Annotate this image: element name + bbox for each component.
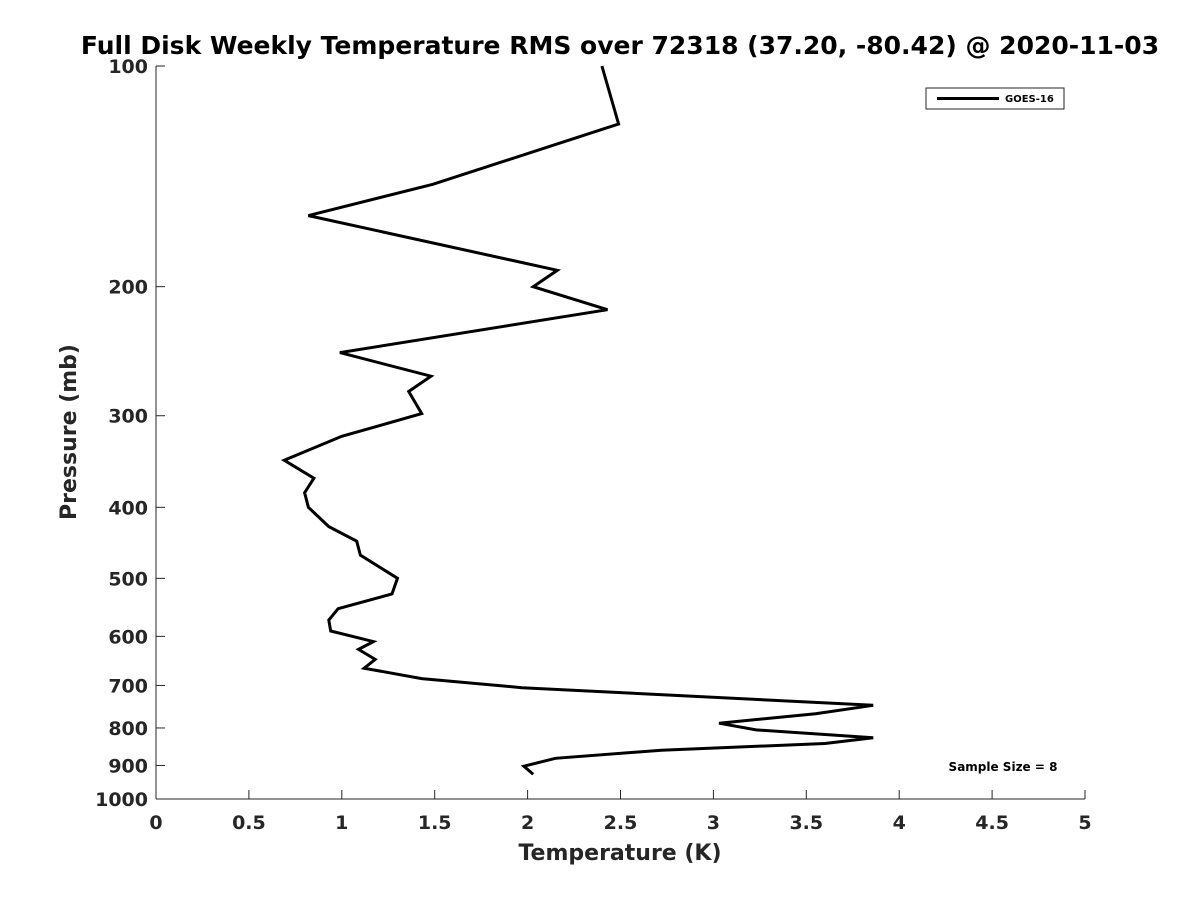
y-tick-label: 1000 (95, 789, 148, 811)
y-tick-label: 800 (108, 718, 148, 740)
x-tick-label: 4 (893, 812, 906, 834)
y-ticks: 100 200 300 400 500 600 700 800 900 1000 (95, 56, 165, 811)
x-tick-label: 1.5 (418, 812, 452, 834)
y-tick-label: 100 (108, 56, 148, 78)
legend-label: GOES-16 (1005, 94, 1054, 105)
x-axis-label: Temperature (K) (518, 841, 721, 866)
y-tick-label: 700 (108, 675, 148, 697)
chart-title: Full Disk Weekly Temperature RMS over 72… (81, 31, 1159, 60)
x-tick-label: 0.5 (232, 812, 266, 834)
series-layer (280, 65, 874, 776)
y-axis-label: Pressure (mb) (57, 344, 82, 520)
axes (155, 66, 1085, 800)
y-tick-label: 900 (108, 755, 148, 777)
y-tick-label: 600 (108, 626, 148, 648)
x-tick-label: 3 (707, 812, 720, 834)
x-tick-label: 2.5 (604, 812, 638, 834)
x-tick-label: 4.5 (975, 812, 1009, 834)
y-tick-label: 300 (108, 406, 148, 428)
y-tick-label: 500 (108, 568, 148, 590)
x-tick-label: 2 (521, 812, 534, 834)
y-tick-label: 200 (108, 277, 148, 299)
y-tick-label: 400 (108, 497, 148, 519)
x-tick-label: 0 (149, 812, 162, 834)
x-tick-label: 1 (335, 812, 348, 834)
sample-size-annotation: Sample Size = 8 (949, 760, 1058, 774)
legend: GOES-16 (925, 87, 1065, 110)
x-tick-label: 5 (1078, 812, 1091, 834)
x-tick-label: 3.5 (789, 812, 823, 834)
series-line (280, 65, 874, 776)
x-ticks: 0 0.5 1 1.5 2 2.5 3 3.5 4 4.5 5 (149, 790, 1092, 834)
